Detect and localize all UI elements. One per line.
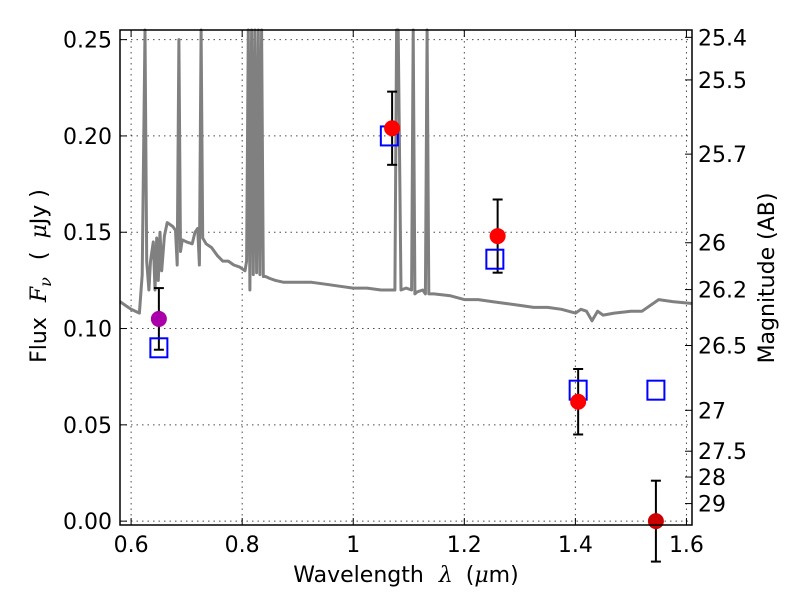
- y2-tick-label: 26.2: [698, 279, 747, 304]
- y2-tick-label: 26: [698, 232, 726, 257]
- points-layer: [149, 90, 666, 563]
- observed-flux-point: [570, 393, 587, 410]
- y2-tick-label: 28: [698, 466, 726, 491]
- y-tick-label: 0.15: [63, 221, 112, 246]
- x-tick-label: 1: [346, 533, 360, 558]
- y-tick-label: 0.25: [63, 29, 112, 54]
- y2-tick-label: 25.4: [698, 26, 747, 51]
- x-axis-label-symbol: λ: [438, 563, 453, 588]
- y-axis-label-unit-rest: Jy ): [27, 189, 52, 226]
- spectrum-layer: [119, 28, 693, 323]
- observed-flux-point: [384, 120, 401, 137]
- y-axis-label-symbol: F: [27, 286, 52, 303]
- x-tick-label: 1.6: [669, 533, 704, 558]
- observed-flux-point: [647, 513, 664, 530]
- grid-layer: [120, 30, 692, 525]
- y2-tick-label: 27: [698, 399, 726, 424]
- x-axis-label-text: Wavelength: [293, 563, 424, 588]
- model-photometry-square: [485, 248, 505, 270]
- model-photometry-square: [646, 379, 666, 401]
- y2-tick-label: 26.5: [698, 334, 747, 359]
- y2-axis-label: Magnitude (AB): [755, 193, 780, 364]
- model-spectrum-line: [119, 28, 693, 323]
- plot-frame: [119, 29, 693, 526]
- x-axis-label-unit-mu: μ: [474, 563, 488, 588]
- y-tick-label: 0.20: [63, 125, 112, 150]
- x-tick-label: 1.2: [447, 533, 482, 558]
- observed-flux-point: [150, 310, 167, 327]
- y-axis-label: Flux Fν ( μJy ): [27, 189, 57, 363]
- y-axis-label-unit-open: (: [27, 252, 52, 261]
- y-tick-label: 0.05: [63, 414, 112, 439]
- x-axis-label-unit-open: (: [466, 563, 475, 588]
- x-axis-label: Wavelength λ (μm): [293, 563, 518, 588]
- y-axis-label-unit-mu: μ: [27, 224, 52, 238]
- observed-flux-point: [489, 228, 506, 245]
- x-tick-label: 0.8: [225, 533, 260, 558]
- ticks-layer: 0.6 0.8 1 1.2 1.4 1.6 0.00 0.05 0.10 0.15 0.20 0.25…: [63, 26, 747, 558]
- y2-tick-label: 25.5: [698, 69, 747, 94]
- x-tick-label: 1.4: [558, 533, 593, 558]
- x-tick-label: 0.6: [114, 533, 149, 558]
- y-axis-label-text: Flux: [27, 317, 52, 363]
- y2-tick-label: 29: [698, 493, 726, 518]
- model-photometry-square: [149, 337, 169, 359]
- y2-tick-label: 25.7: [698, 143, 747, 168]
- x-axis-label-unit-rest: m): [489, 563, 519, 588]
- y-tick-label: 0.10: [63, 318, 112, 343]
- y2-tick-label: 27.5: [698, 440, 747, 465]
- y-tick-label: 0.00: [63, 510, 112, 535]
- y-axis-label-subscript: ν: [36, 277, 55, 287]
